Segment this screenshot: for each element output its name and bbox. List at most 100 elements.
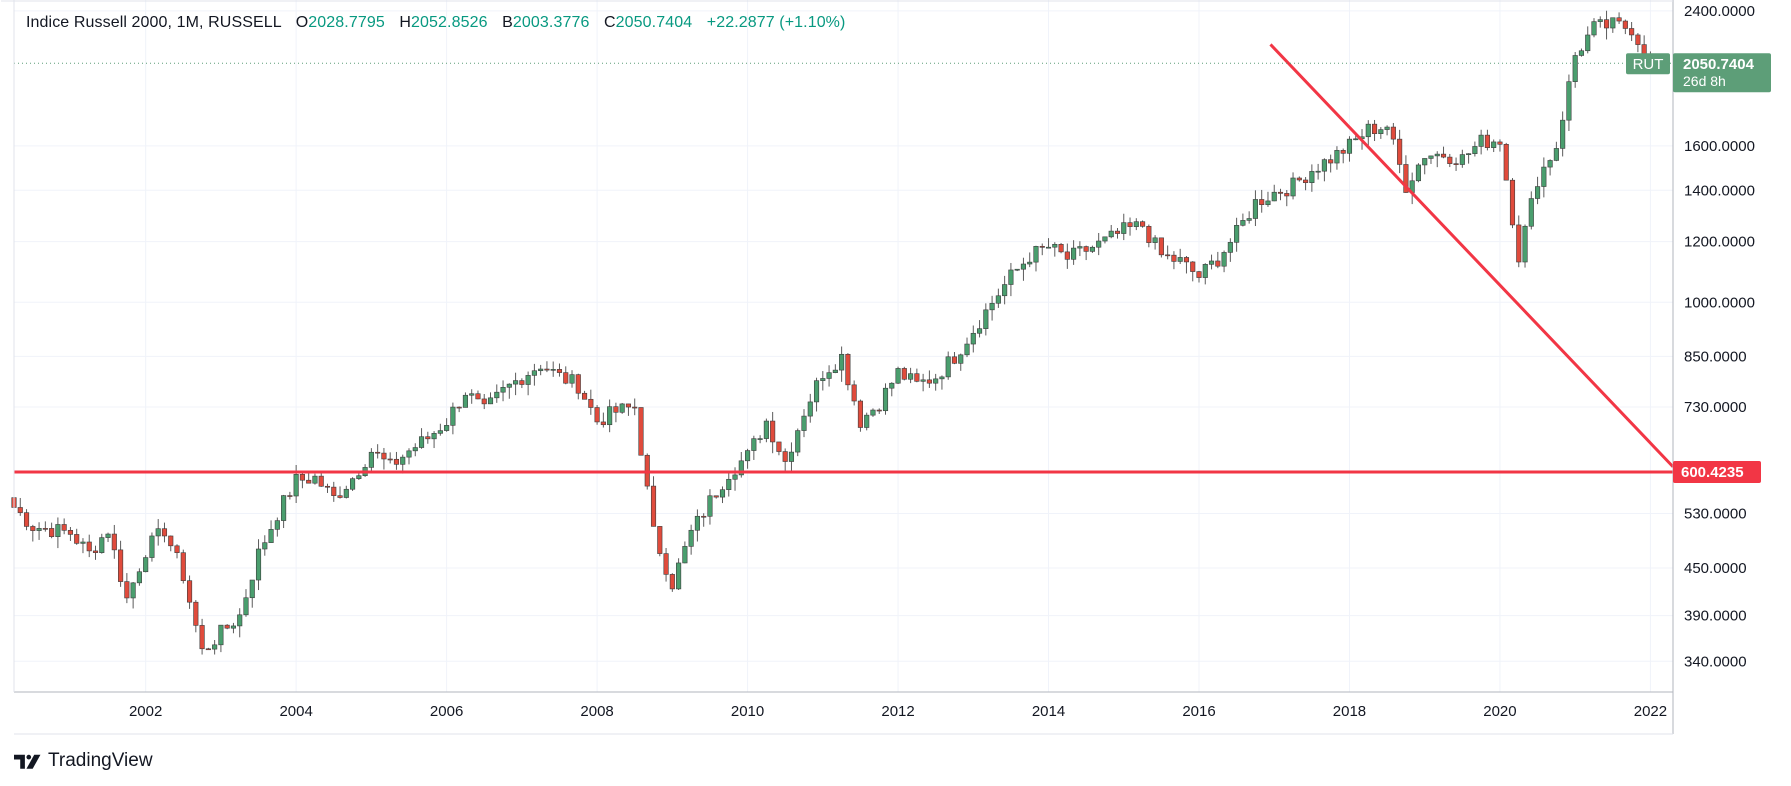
- candle-down: [1215, 260, 1221, 267]
- low-value: 2003.3776: [512, 14, 590, 31]
- candle-up: [839, 353, 845, 371]
- candle-down: [650, 485, 657, 527]
- candle-down: [1622, 20, 1628, 29]
- candle-up: [763, 420, 769, 439]
- candle-up: [757, 438, 763, 440]
- candle-up: [1208, 260, 1215, 265]
- drawings[interactable]: [14, 43, 1675, 474]
- candle-down: [1497, 141, 1503, 145]
- candle-up: [1466, 153, 1472, 155]
- candle-down: [324, 485, 331, 488]
- candle-up: [1597, 19, 1603, 22]
- candle-down: [1484, 134, 1490, 148]
- candle-down: [613, 406, 619, 413]
- candle-down: [481, 398, 487, 405]
- candle-up: [400, 456, 406, 465]
- candle-down: [1509, 179, 1516, 226]
- candles: [11, 10, 1653, 655]
- candle-down: [17, 507, 23, 513]
- candle-down: [111, 533, 117, 551]
- candle-up: [243, 597, 249, 616]
- tradingview-logo-icon: [14, 754, 41, 769]
- candle-up: [105, 533, 111, 538]
- close-label: C: [604, 14, 616, 31]
- candle-up: [80, 541, 86, 544]
- candle-up: [745, 450, 751, 462]
- candle-up: [155, 528, 161, 537]
- candle-up: [1415, 164, 1422, 182]
- candle-up: [130, 582, 136, 599]
- candle-up: [1271, 191, 1277, 202]
- candle-down: [375, 451, 381, 454]
- candle-up: [1309, 171, 1315, 184]
- candle-down: [625, 403, 632, 408]
- candle-down: [1328, 159, 1334, 164]
- candle-up: [801, 415, 807, 431]
- candle-down: [1277, 191, 1284, 194]
- candle-up: [995, 295, 1001, 304]
- candle-down: [556, 369, 563, 373]
- candle-down: [168, 535, 174, 547]
- candle-up: [807, 401, 813, 417]
- candle-up: [1121, 222, 1127, 234]
- candle-up: [1553, 148, 1559, 161]
- candle-up: [908, 373, 914, 380]
- candle-down: [1629, 28, 1635, 36]
- candle-down: [318, 475, 324, 487]
- candle-up: [738, 460, 744, 476]
- chart-grid: [14, 0, 1673, 692]
- candle-up: [538, 368, 544, 372]
- trend-line: [1269, 43, 1675, 468]
- candle-down: [632, 406, 638, 409]
- candle-up: [1522, 225, 1528, 263]
- candle-up: [983, 309, 989, 329]
- candle-up: [707, 495, 713, 517]
- ticker-label: RUT: [1633, 56, 1664, 73]
- candle-down: [638, 407, 644, 456]
- candle-down: [1259, 199, 1265, 206]
- last-price-badge: [1673, 53, 1771, 93]
- candle-up: [682, 546, 688, 564]
- candle-up: [870, 409, 876, 416]
- x-tick-label: 2006: [430, 703, 463, 720]
- candle-up: [826, 372, 832, 379]
- candle-up: [444, 425, 450, 431]
- candle-up: [1002, 284, 1008, 297]
- candle-up: [99, 537, 105, 553]
- candle-down: [1440, 153, 1447, 158]
- candle-up: [1365, 123, 1371, 138]
- countdown-label: 26d 8h: [1683, 73, 1726, 89]
- candle-up: [1077, 246, 1083, 249]
- candle-up: [1566, 81, 1572, 121]
- open-value: 2028.7795: [308, 14, 385, 31]
- candle-up: [500, 387, 506, 393]
- candle-down: [1114, 230, 1121, 234]
- candle-down: [563, 372, 569, 384]
- candle-up: [406, 450, 412, 458]
- candle-up: [795, 430, 801, 453]
- candle-down: [581, 392, 588, 400]
- level-badge: [1673, 461, 1761, 484]
- candle-up: [255, 548, 262, 581]
- tradingview-brand[interactable]: TradingView: [14, 750, 153, 772]
- candle-down: [205, 648, 211, 651]
- candle-up: [218, 624, 224, 646]
- candle-up: [249, 579, 255, 599]
- open-label: O: [295, 14, 309, 31]
- candle-up: [1353, 138, 1359, 141]
- x-tick-label: 2012: [881, 703, 914, 720]
- candle-up: [1422, 158, 1428, 166]
- candle-down: [851, 384, 857, 402]
- candle-up: [237, 614, 243, 627]
- candle-up: [920, 379, 926, 382]
- candle-up: [676, 562, 682, 590]
- candle-down: [1390, 126, 1396, 140]
- candle-down: [588, 398, 594, 408]
- candle-up: [1133, 221, 1139, 227]
- candle-up: [1541, 166, 1547, 187]
- candle-down: [1284, 193, 1290, 197]
- candle-down: [575, 374, 581, 394]
- candle-down: [475, 393, 481, 400]
